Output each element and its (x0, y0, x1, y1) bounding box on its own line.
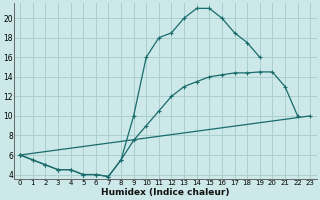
X-axis label: Humidex (Indice chaleur): Humidex (Indice chaleur) (101, 188, 229, 197)
